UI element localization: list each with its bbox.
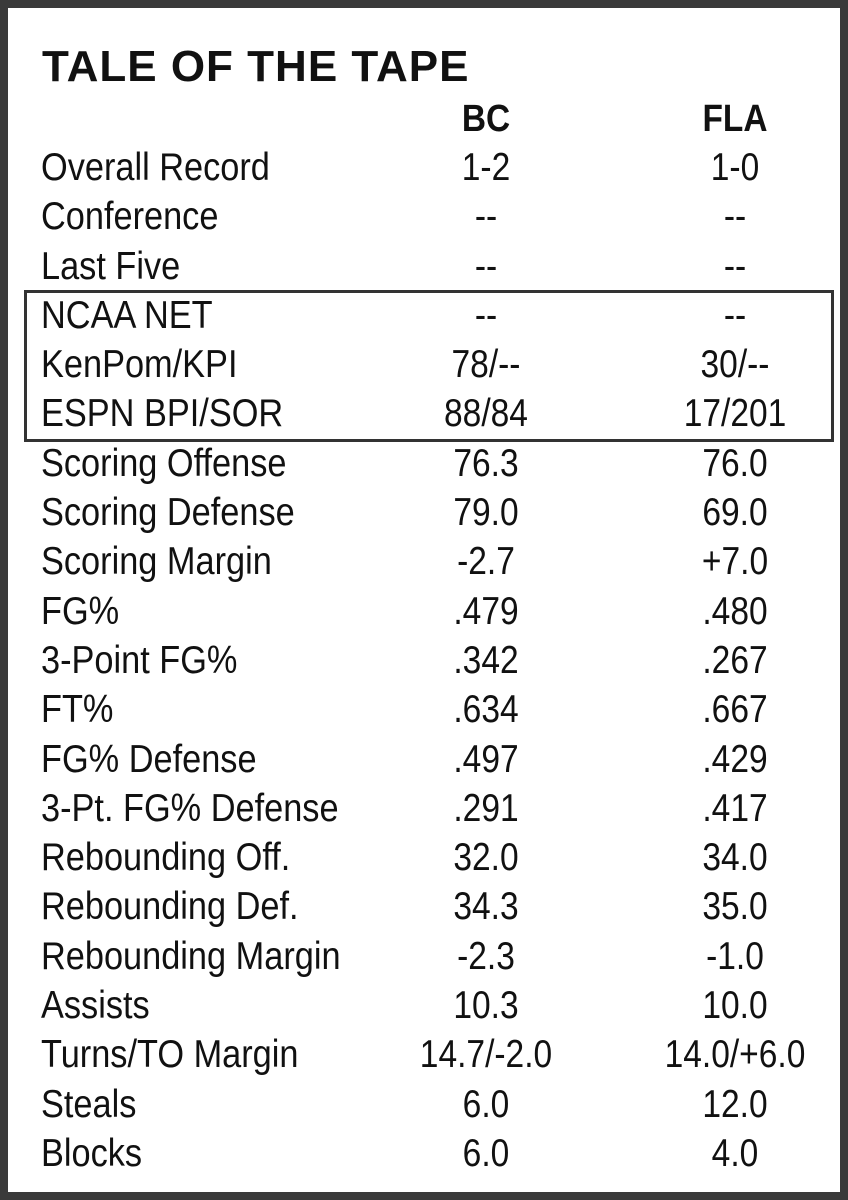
table-row: ESPN BPI/SOR 88/84 17/201 [8, 389, 848, 438]
table-row: FG% Defense .497 .429 [8, 735, 848, 784]
stat-label: Conference [41, 195, 219, 239]
stat-value-fla: .429 [702, 737, 768, 781]
stat-value-fla: .417 [702, 786, 768, 830]
stat-label: Scoring Offense [41, 441, 287, 485]
stat-label: NCAA NET [41, 293, 213, 337]
stat-value-bc: -- [474, 293, 498, 337]
stat-value-bc: 1-2 [461, 146, 511, 189]
stat-label: KenPom/KPI [41, 343, 238, 387]
stat-label: Turns/TO Margin [41, 1033, 299, 1077]
stat-value-bc: -- [474, 195, 498, 239]
stat-label: Scoring Defense [41, 491, 295, 535]
stat-value-bc: 78/-- [451, 343, 521, 387]
stat-value-fla: 69.0 [702, 491, 768, 535]
stat-value-bc: 32.0 [453, 836, 519, 880]
table-row: Assists 10.3 10.0 [8, 981, 848, 1030]
stat-value-bc: .479 [453, 589, 519, 633]
stat-value-fla: 4.0 [711, 1131, 759, 1175]
stat-value-fla: 1-0 [710, 146, 760, 189]
table-row: Steals 6.0 12.0 [8, 1080, 848, 1129]
stat-value-bc: 76.3 [453, 441, 519, 485]
stat-value-fla: 12.0 [702, 1082, 768, 1126]
stat-label: FT% [41, 688, 114, 732]
stat-value-fla: .667 [702, 688, 768, 732]
stat-label: Rebounding Def. [41, 885, 299, 929]
stat-value-bc: 34.3 [453, 885, 519, 929]
table-row: Blocks 6.0 4.0 [8, 1129, 848, 1178]
stat-value-fla: -- [723, 195, 747, 239]
stat-value-fla: -1.0 [706, 934, 764, 978]
stat-value-bc: -2.3 [457, 934, 515, 978]
stat-value-fla: 34.0 [702, 836, 768, 880]
stat-value-bc: .634 [453, 688, 519, 732]
stat-value-bc: 6.0 [462, 1131, 510, 1175]
stat-value-bc: 79.0 [453, 491, 519, 535]
stat-label: ESPN BPI/SOR [41, 392, 284, 436]
table-row: Overall Record 1-2 1-0 [8, 143, 848, 192]
stats-table: Overall Record 1-2 1-0 Conference -- -- … [8, 143, 848, 1178]
stat-label: 3-Point FG% [41, 638, 238, 682]
stat-value-fla: 30/-- [700, 343, 770, 387]
stat-label: Rebounding Off. [41, 836, 291, 880]
table-row: Scoring Margin -2.7 +7.0 [8, 537, 848, 586]
table-row: FG% .479 .480 [8, 587, 848, 636]
stat-value-bc: .497 [453, 737, 519, 781]
table-row: Scoring Defense 79.0 69.0 [8, 488, 848, 537]
stat-label: Last Five [41, 244, 181, 288]
stat-label: Assists [41, 984, 150, 1028]
stat-value-fla: 17/201 [683, 392, 787, 436]
stat-label: FG% Defense [41, 737, 257, 781]
table-row: Rebounding Margin -2.3 -1.0 [8, 932, 848, 981]
stat-value-fla: 14.0/+6.0 [664, 1033, 806, 1077]
table-row: FT% .634 .667 [8, 685, 848, 734]
stat-value-bc: -- [474, 244, 498, 288]
stat-label: FG% [41, 589, 120, 633]
stat-label: Scoring Margin [41, 540, 272, 584]
table-row: Scoring Offense 76.3 76.0 [8, 439, 848, 488]
table-row: Rebounding Def. 34.3 35.0 [8, 882, 848, 931]
stat-value-fla: .267 [702, 638, 768, 682]
table-row: Conference -- -- [8, 192, 848, 241]
stat-value-fla: -- [723, 244, 747, 288]
table-row: NCAA NET -- -- [8, 291, 848, 340]
stat-value-fla: 35.0 [702, 885, 768, 929]
stat-value-bc: 88/84 [444, 392, 528, 436]
table-row: 3-Point FG% .342 .267 [8, 636, 848, 685]
stat-value-bc: -2.7 [457, 540, 515, 584]
stat-label: Overall Record [41, 146, 270, 189]
team-header-bc: BC [461, 98, 511, 140]
stat-label: 3-Pt. FG% Defense [41, 786, 339, 830]
table-row: 3-Pt. FG% Defense .291 .417 [8, 784, 848, 833]
stat-value-fla: 76.0 [702, 441, 768, 485]
stat-value-bc: 6.0 [462, 1082, 510, 1126]
panel-title: TALE OF THE TAPE [42, 42, 470, 91]
table-row: Last Five -- -- [8, 242, 848, 291]
stat-value-fla: 10.0 [702, 984, 768, 1028]
table-row: KenPom/KPI 78/-- 30/-- [8, 340, 848, 389]
table-row: Turns/TO Margin 14.7/-2.0 14.0/+6.0 [8, 1030, 848, 1079]
table-row: Rebounding Off. 32.0 34.0 [8, 833, 848, 882]
stat-value-bc: 10.3 [453, 984, 519, 1028]
stat-value-fla: -- [723, 293, 747, 337]
stat-label: Blocks [41, 1131, 143, 1175]
stat-value-fla: .480 [702, 589, 768, 633]
stat-value-bc: 14.7/-2.0 [419, 1033, 553, 1077]
team-header-fla: FLA [702, 98, 768, 140]
stat-value-fla: +7.0 [701, 540, 769, 584]
stat-value-bc: .342 [453, 638, 519, 682]
stat-label: Steals [41, 1082, 137, 1126]
stat-value-bc: .291 [453, 786, 519, 830]
stat-label: Rebounding Margin [41, 934, 341, 978]
